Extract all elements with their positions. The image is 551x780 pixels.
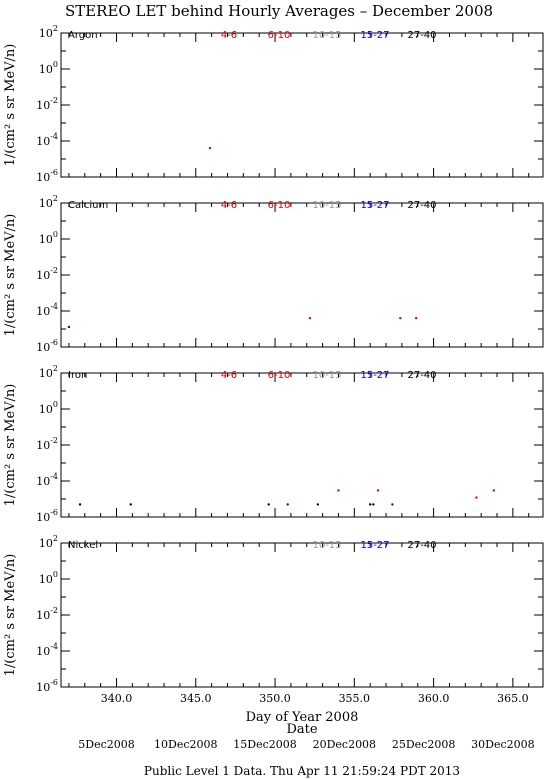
y-tick-label: 10-2 (36, 606, 58, 622)
x-tick-label: 360.0 (418, 692, 450, 705)
panel-nickel: 102 100 10-2 10-4 10-6 1/(cm² s sr MeV/n) Nick… (3, 534, 544, 705)
legend-10-15: 10-15 (312, 540, 341, 551)
legend-27-40: 27-40 (407, 370, 436, 381)
x-tick-label: 350.0 (259, 692, 291, 705)
legend-6-10: 6-10 (268, 30, 291, 41)
panel-name: Nickel (68, 540, 98, 551)
y-tick-label: 100 (39, 400, 58, 416)
data-point (492, 489, 496, 492)
legend-15-27: 15-27 (360, 30, 389, 41)
data-point (475, 496, 478, 499)
legend-10-15: 10-15 (312, 30, 341, 41)
panel-argon: 102 100 10-2 10-4 10-6 1/(cm² s sr MeV/n) Argo… (3, 24, 544, 184)
data-point (372, 503, 375, 506)
x-tick-label: 345.0 (180, 692, 212, 705)
date-label: 5Dec2008 (78, 738, 134, 751)
data-point (267, 503, 270, 506)
legend-15-27: 15-27 (360, 370, 389, 381)
legend-27-40: 27-40 (407, 30, 436, 41)
panel-frame (60, 202, 544, 348)
y-tick-label: 10-2 (36, 96, 58, 112)
date-label: 25Dec2008 (392, 738, 455, 751)
y-tick-label: 10-6 (36, 338, 58, 354)
panel-frame (60, 32, 544, 178)
data-point (67, 325, 71, 329)
y-tick-label: 10-4 (36, 132, 58, 148)
y-tick-label: 102 (39, 24, 58, 40)
panel-calcium: 102 100 10-2 10-4 10-6 1/(cm² s sr MeV/n) Calc… (3, 194, 544, 354)
y-axis-label: 1/(cm² s sr MeV/n) (3, 44, 18, 167)
date-axis-label: Date (286, 722, 317, 737)
x-tick-label: 365.0 (497, 692, 529, 705)
date-label: 30Dec2008 (471, 738, 534, 751)
date-label: 10Dec2008 (154, 738, 217, 751)
data-point (129, 503, 132, 506)
panel-iron: 102 100 10-2 10-4 10-6 1/(cm² s sr MeV/n) Iron… (3, 364, 544, 524)
y-tick-label: 102 (39, 194, 58, 210)
y-tick-label: 10-4 (36, 302, 58, 318)
footer: Public Level 1 Data. Thu Apr 11 21:59:24… (144, 764, 460, 778)
y-tick-label: 10-6 (36, 678, 58, 694)
data-point (399, 316, 402, 320)
data-point (391, 503, 394, 506)
y-tick-label: 102 (39, 364, 58, 380)
x-tick-label: 340.0 (101, 692, 133, 705)
data-point (368, 503, 372, 506)
y-tick-label: 10-4 (36, 472, 58, 488)
legend-10-15: 10-15 (312, 200, 341, 211)
chart-title: STEREO LET behind Hourly Averages – Dece… (65, 2, 493, 20)
y-tick-label: 10-4 (36, 642, 58, 658)
legend-15-27: 15-27 (360, 200, 389, 211)
data-point (316, 503, 320, 506)
panel-frame (60, 372, 544, 518)
legend-4-6: 4-6 (221, 30, 237, 41)
y-tick-label: 100 (39, 230, 58, 246)
panel-name: Calcium (68, 200, 108, 211)
x-tick-label: 355.0 (339, 692, 371, 705)
date-label: 15Dec2008 (233, 738, 296, 751)
y-tick-label: 10-2 (36, 436, 58, 452)
data-point (414, 316, 418, 320)
y-axis-label: 1/(cm² s sr MeV/n) (3, 554, 18, 677)
panel-name: Argon (68, 30, 98, 41)
data-point (286, 503, 289, 506)
y-tick-label: 102 (39, 534, 58, 550)
data-point (208, 146, 212, 150)
legend-6-10: 6-10 (268, 200, 291, 211)
panel-name: Iron (68, 370, 87, 381)
legend-27-40: 27-40 (407, 540, 436, 551)
panel-frame (60, 542, 544, 688)
panels: 102 100 10-2 10-4 10-6 1/(cm² s sr MeV/n) Argo… (3, 24, 544, 705)
y-tick-label: 10-2 (36, 266, 58, 282)
date-label: 20Dec2008 (313, 738, 376, 751)
y-tick-label: 10-6 (36, 168, 58, 184)
legend-6-10: 6-10 (268, 370, 291, 381)
legend-27-40: 27-40 (407, 200, 436, 211)
data-point (78, 503, 82, 506)
legend-15-27: 15-27 (360, 540, 389, 551)
legend-4-6: 4-6 (221, 200, 237, 211)
y-tick-label: 10-6 (36, 508, 58, 524)
date-row: 5Dec2008 10Dec2008 15Dec2008 20Dec2008 25Dec… (78, 738, 534, 751)
y-tick-label: 100 (39, 570, 58, 586)
legend-4-6: 4-6 (221, 370, 237, 381)
data-point (337, 489, 340, 492)
data-point (376, 489, 380, 492)
y-tick-label: 100 (39, 60, 58, 76)
y-axis-label: 1/(cm² s sr MeV/n) (3, 384, 18, 507)
data-point (308, 316, 312, 320)
legend-10-15: 10-15 (312, 370, 341, 381)
y-axis-label: 1/(cm² s sr MeV/n) (3, 214, 18, 337)
x-axis-label: Day of Year 2008 (246, 710, 359, 725)
